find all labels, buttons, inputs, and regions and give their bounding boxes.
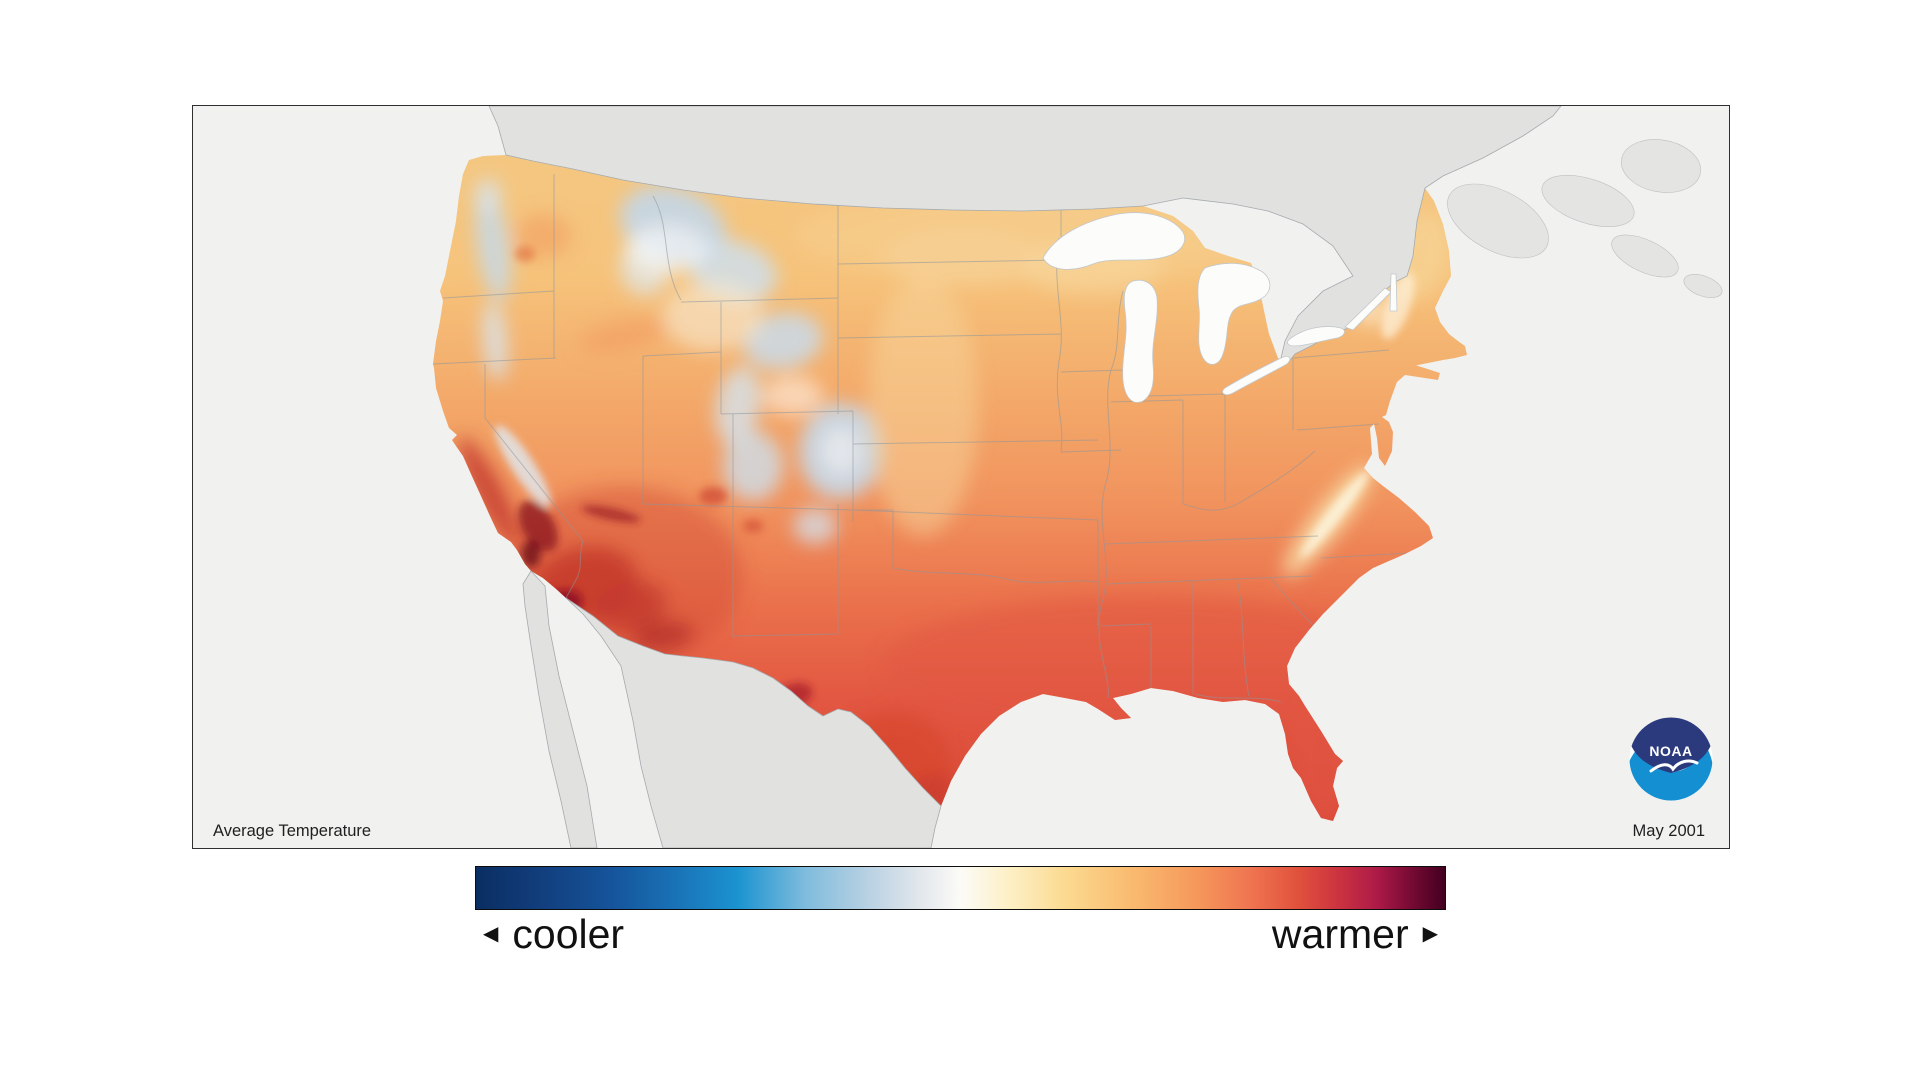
baja-peninsula: [522, 570, 598, 848]
warmer-label: warmer: [1271, 910, 1409, 957]
great-lakes: [1042, 212, 1398, 403]
mexico-landmass: [565, 597, 942, 848]
temperature-colorbar: [475, 866, 1446, 910]
lake-champlain: [1389, 273, 1398, 312]
lake-ontario: [1287, 326, 1345, 347]
cooler-label-group: ◀ cooler: [483, 911, 624, 958]
noaa-logo: NOAA: [1629, 717, 1713, 801]
cooler-arrow-icon: ◀: [483, 923, 499, 945]
lake-huron: [1197, 262, 1271, 365]
warmer-label-group: warmer ▶: [1272, 911, 1438, 958]
temperature-map-panel: Average Temperature May 2001 NOAA: [192, 105, 1730, 849]
lake-superior: [1042, 212, 1185, 270]
map-date: May 2001: [1633, 822, 1705, 840]
lake-michigan: [1122, 279, 1158, 403]
lake-erie: [1222, 356, 1291, 396]
us-temperature-map: Average Temperature May 2001 NOAA: [193, 106, 1729, 848]
noaa-logo-text: NOAA: [1649, 743, 1692, 759]
noaa-gull-icon: [1649, 759, 1699, 773]
colorbar-labels: ◀ cooler warmer ▶: [475, 906, 1446, 962]
cooler-label: cooler: [512, 910, 625, 957]
maritime-landmasses: [1447, 139, 1723, 298]
canada-landmass: [488, 106, 1562, 365]
state-borders: [433, 174, 1429, 703]
map-caption: Average Temperature: [213, 822, 371, 840]
noaa-shell-shape: [1631, 717, 1711, 773]
warmer-arrow-icon: ▶: [1422, 923, 1438, 945]
